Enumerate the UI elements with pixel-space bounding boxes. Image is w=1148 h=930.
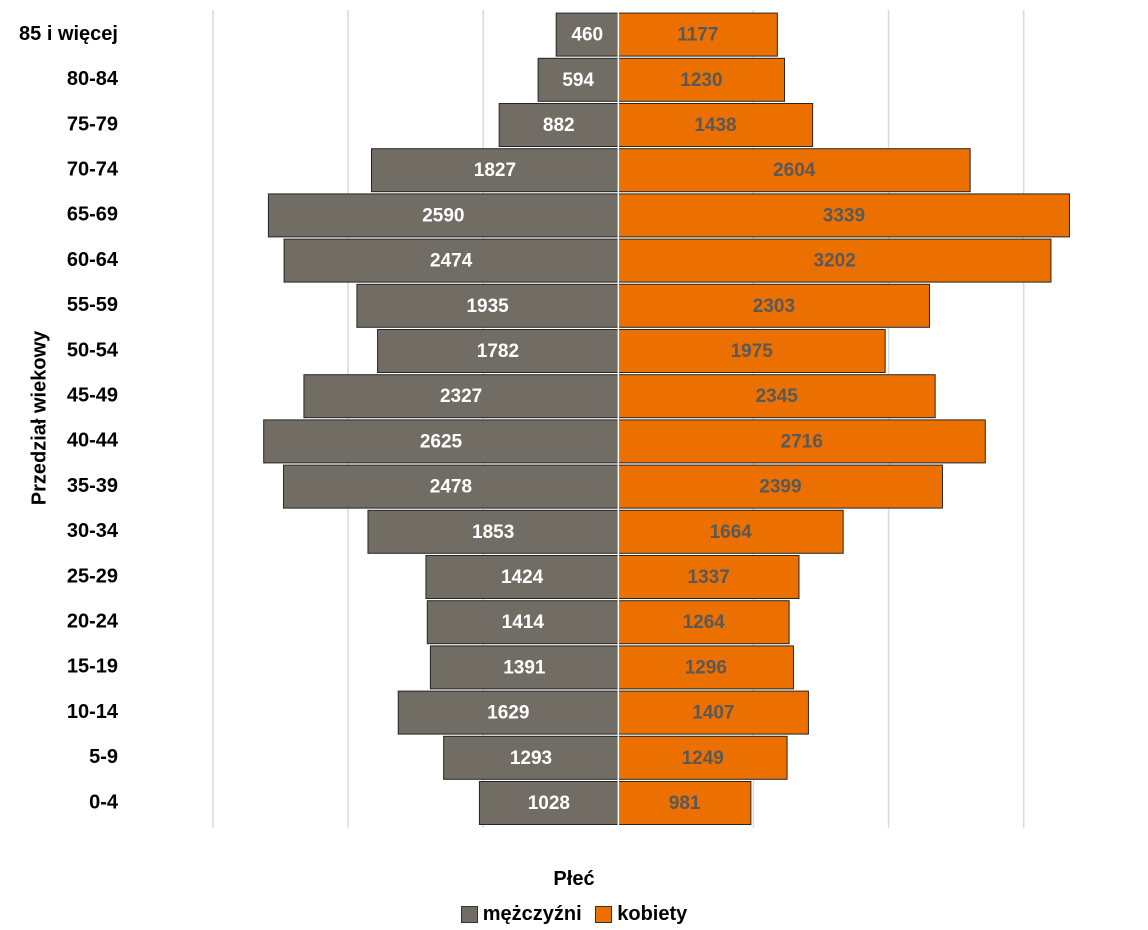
data-label-men: 1782 <box>477 341 519 362</box>
category-label: 75-79 <box>67 113 118 135</box>
bar-men <box>426 600 619 645</box>
data-label-women: 2345 <box>756 386 799 407</box>
data-label-women: 2303 <box>753 296 795 317</box>
legend-item-men: mężczyźni <box>460 903 582 926</box>
category-label: 25-29 <box>67 565 118 587</box>
bar-men <box>267 193 619 238</box>
data-label-men: 2625 <box>420 431 463 452</box>
bar-women <box>617 509 844 554</box>
bar-men <box>283 238 619 283</box>
data-label-women: 1296 <box>685 657 727 678</box>
data-label-men: 460 <box>571 25 603 46</box>
bar-men <box>498 103 619 147</box>
bar-men <box>478 781 619 825</box>
data-label-women: 1975 <box>731 341 774 362</box>
data-label-men: 1629 <box>487 703 529 724</box>
bar-men <box>370 148 619 193</box>
data-label-women: 1337 <box>688 567 730 588</box>
data-label-men: 1028 <box>528 793 570 814</box>
bar-women <box>617 735 788 780</box>
category-label: 65-69 <box>67 204 118 226</box>
data-label-men: 1293 <box>510 748 552 769</box>
data-label-men: 1424 <box>501 567 544 588</box>
data-label-women: 2399 <box>759 477 801 498</box>
data-label-women: 1177 <box>677 25 718 46</box>
bar-men <box>397 690 619 735</box>
category-label: 45-49 <box>67 384 118 406</box>
bar-women <box>617 57 786 102</box>
category-label: 70-74 <box>67 158 119 180</box>
bar-women <box>617 329 886 373</box>
data-label-women: 1249 <box>682 748 724 769</box>
bar-women <box>617 464 943 509</box>
category-label: 15-19 <box>67 656 118 678</box>
bar-women <box>617 781 752 825</box>
category-label: 0-4 <box>89 791 119 813</box>
data-label-women: 1407 <box>692 703 734 724</box>
bar-women <box>617 148 971 193</box>
data-label-men: 2474 <box>430 251 473 272</box>
bar-women <box>617 645 794 690</box>
bar-women <box>617 600 790 645</box>
bar-women <box>617 103 814 147</box>
data-label-women: 1230 <box>680 70 722 91</box>
data-label-men: 2327 <box>440 386 482 407</box>
bar-men <box>356 283 619 328</box>
legend-swatch-women <box>595 906 613 923</box>
category-label: 50-54 <box>67 339 119 361</box>
population-pyramid-chart: 460 1177 594 1230 882 1438 1827 2604 2590 3339 247… <box>19 10 1070 828</box>
legend-title: Płeć <box>553 868 595 890</box>
bar-men <box>555 12 619 57</box>
data-label-men: 882 <box>543 115 575 136</box>
category-label: 35-39 <box>67 475 118 497</box>
bar-men <box>283 464 619 509</box>
bar-women <box>617 419 986 464</box>
bar-men <box>443 735 619 780</box>
data-label-women: 2716 <box>781 431 823 452</box>
category-label: 40-44 <box>67 430 119 452</box>
data-label-men: 594 <box>562 70 594 91</box>
data-label-women: 1438 <box>694 115 736 136</box>
category-label: 80-84 <box>67 68 119 90</box>
category-label: 5-9 <box>89 746 118 768</box>
legend: mężczyźni kobiety <box>0 903 1148 929</box>
category-label: 55-59 <box>67 294 118 316</box>
bar-men <box>429 645 619 690</box>
data-label-women: 2604 <box>773 160 816 181</box>
bar-women <box>617 193 1070 238</box>
bars: 460 1177 594 1230 882 1438 1827 2604 2590 3339 247… <box>263 12 1070 826</box>
data-label-women: 3202 <box>814 251 856 272</box>
category-label: 20-24 <box>67 610 119 632</box>
category-label: 85 i więcej <box>19 23 118 45</box>
bar-men <box>303 374 619 419</box>
category-label: 60-64 <box>67 249 119 271</box>
bar-women <box>617 283 930 328</box>
data-label-men: 1935 <box>466 296 509 317</box>
bar-women <box>617 555 800 599</box>
bar-women <box>617 374 936 419</box>
y-axis-title: Przedział wiekowy <box>28 330 50 505</box>
category-label: 10-14 <box>67 701 119 723</box>
legend-item-women: kobiety <box>595 903 687 926</box>
data-label-men: 1391 <box>503 657 546 678</box>
data-label-women: 3339 <box>823 205 865 226</box>
category-labels: 85 i więcej 80-84 75-79 70-74 65-69 60-64 55-5… <box>19 23 119 813</box>
data-label-men: 2478 <box>430 477 472 498</box>
data-label-women: 1664 <box>710 522 753 543</box>
legend-label-men: mężczyźni <box>482 903 582 925</box>
legend-label-women: kobiety <box>617 903 688 925</box>
bar-women <box>617 238 1052 283</box>
data-label-men: 1827 <box>474 160 516 181</box>
data-label-women: 1264 <box>683 612 726 633</box>
data-label-men: 2590 <box>422 205 464 226</box>
data-label-women: 981 <box>669 793 701 814</box>
legend-swatch-men <box>460 906 478 923</box>
bar-men <box>367 509 619 554</box>
data-label-men: 1414 <box>502 612 545 633</box>
category-label: 30-34 <box>67 520 119 542</box>
data-label-men: 1853 <box>472 522 514 543</box>
